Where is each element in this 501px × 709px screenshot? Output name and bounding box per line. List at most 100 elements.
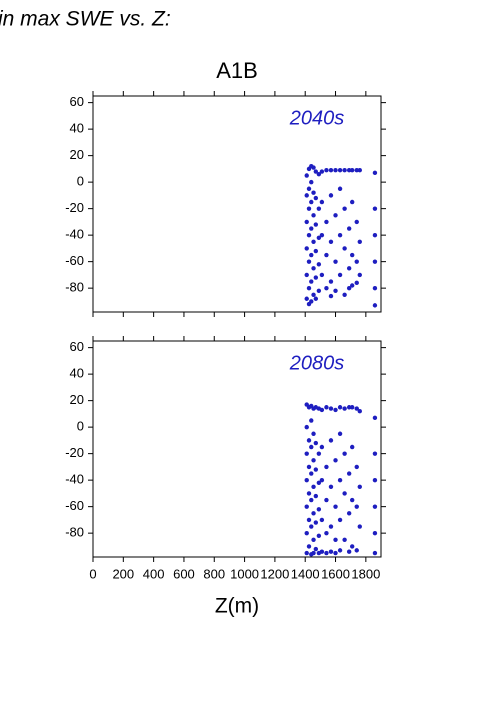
point <box>311 550 316 556</box>
point <box>311 213 316 218</box>
point <box>311 266 316 271</box>
point <box>316 533 322 538</box>
point <box>372 232 378 238</box>
point <box>309 226 314 231</box>
point <box>304 451 309 456</box>
plot-frame <box>92 340 382 558</box>
point <box>319 549 325 554</box>
y-tick-label: -20 <box>65 200 84 215</box>
point <box>346 168 352 173</box>
point <box>337 517 343 523</box>
point <box>354 259 359 264</box>
point <box>333 504 338 509</box>
x-tick-label: 600 <box>173 566 195 581</box>
point <box>354 464 359 470</box>
y-tick-label: 0 <box>77 419 84 434</box>
point <box>372 206 378 211</box>
point <box>309 444 314 450</box>
point <box>309 524 314 529</box>
point <box>306 186 312 191</box>
x-tick-label: 1000 <box>230 566 259 581</box>
point <box>328 168 334 173</box>
point <box>316 451 322 456</box>
point <box>350 444 355 450</box>
point <box>328 549 334 554</box>
point <box>324 497 329 503</box>
chart-title: A1B <box>216 58 258 83</box>
point <box>309 418 314 423</box>
point <box>306 491 312 496</box>
x-tick-label: 1200 <box>260 566 289 581</box>
point <box>319 517 325 523</box>
x-tick-label: 200 <box>112 566 134 581</box>
point <box>342 451 347 456</box>
point <box>316 171 322 177</box>
point <box>324 219 329 225</box>
point <box>313 467 319 472</box>
point <box>306 517 312 523</box>
x-tick-label: 400 <box>143 566 165 581</box>
panel-label: 2040s <box>289 107 345 129</box>
point <box>306 259 312 264</box>
point <box>357 524 362 529</box>
point <box>333 407 338 413</box>
point <box>324 550 329 556</box>
point <box>333 259 338 264</box>
point <box>333 550 338 556</box>
y-tick-label: 60 <box>70 339 84 354</box>
point <box>311 458 316 463</box>
point <box>324 405 329 410</box>
point <box>304 193 309 198</box>
point <box>304 272 309 278</box>
point <box>311 431 316 436</box>
point <box>328 239 334 244</box>
point <box>311 537 316 542</box>
point <box>346 549 352 554</box>
point <box>372 451 378 456</box>
y-tick-label: -40 <box>65 472 84 487</box>
point <box>319 272 325 278</box>
point <box>350 168 355 173</box>
point <box>316 288 322 293</box>
point <box>309 299 314 304</box>
point <box>350 283 355 288</box>
point <box>313 222 319 227</box>
point <box>333 288 338 293</box>
point <box>372 504 378 509</box>
point <box>357 409 362 414</box>
point <box>350 199 355 205</box>
point <box>350 252 355 258</box>
y-tick-label: 0 <box>77 174 84 189</box>
point <box>324 464 329 470</box>
point <box>337 405 343 410</box>
point <box>313 169 319 174</box>
point <box>324 252 329 258</box>
point <box>313 296 319 301</box>
point <box>309 252 314 258</box>
point <box>372 259 378 264</box>
point <box>342 406 347 411</box>
x-tick-label: 800 <box>203 566 225 581</box>
point <box>313 440 319 446</box>
y-tick-label: -60 <box>65 253 84 268</box>
point <box>337 168 343 173</box>
x-tick-label: 1800 <box>351 566 380 581</box>
point <box>346 405 352 410</box>
point <box>350 405 355 410</box>
point <box>313 520 319 525</box>
point <box>354 168 359 173</box>
point <box>354 406 359 411</box>
y-tick-label: -20 <box>65 445 84 460</box>
point <box>319 477 325 483</box>
point <box>309 497 314 503</box>
y-tick-label: 40 <box>70 121 84 136</box>
point <box>311 484 316 489</box>
point <box>342 292 347 297</box>
point <box>372 285 378 291</box>
point <box>346 471 352 476</box>
point <box>311 511 316 516</box>
point <box>306 232 312 238</box>
point <box>354 504 359 509</box>
point <box>337 477 343 483</box>
point <box>337 431 343 436</box>
